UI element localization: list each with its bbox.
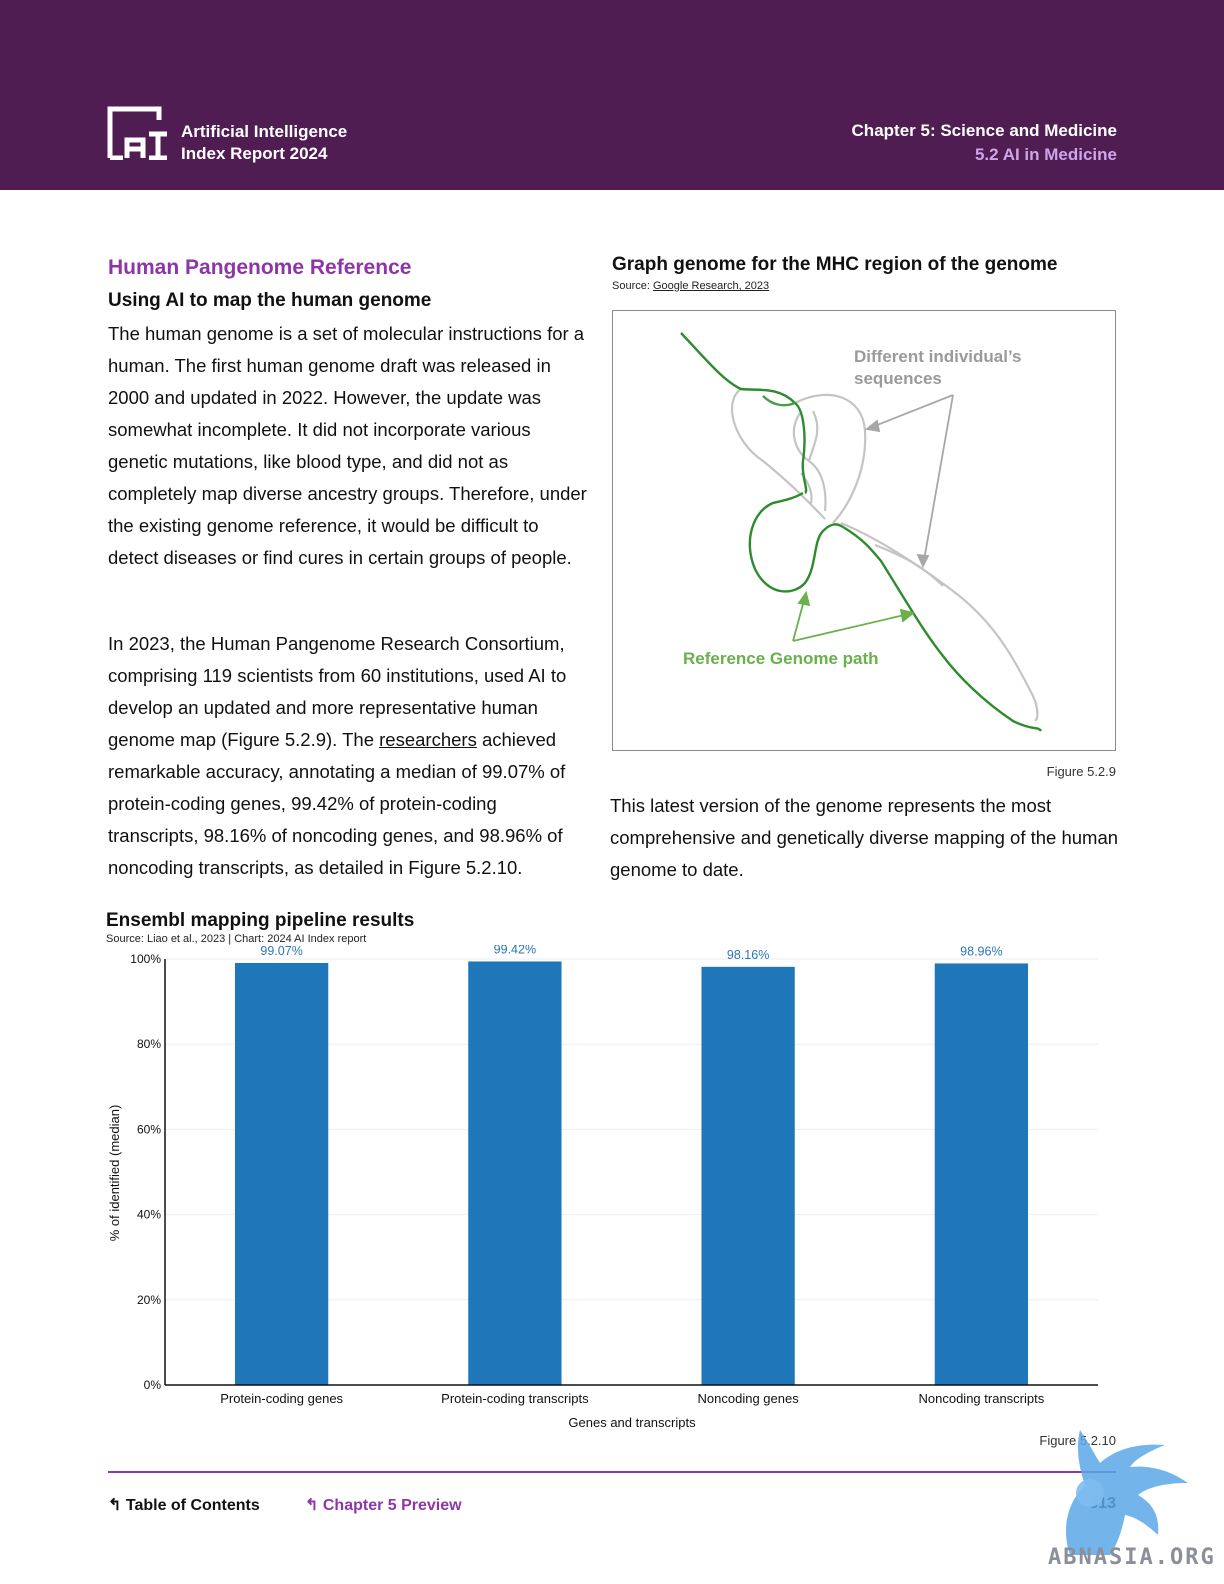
brand-title: Artificial Intelligence Index Report 202…: [181, 121, 347, 165]
reference-arrows: [792, 590, 915, 642]
y-axis-ticks: 0% 20% 40% 60% 80% 100%: [130, 952, 161, 1392]
chapter-preview-link[interactable]: ↰ Chapter 5 Preview: [305, 1495, 462, 1515]
y-tick-label: 40%: [137, 1208, 161, 1222]
figure-caption: Figure 5.2.9: [1046, 764, 1116, 779]
data-label: 98.16%: [727, 948, 769, 962]
ai-index-logo: [107, 106, 167, 160]
footer-divider: [108, 1471, 1116, 1473]
source-link[interactable]: Google Research, 2023: [652, 280, 770, 292]
x-tick-label: Noncoding transcripts: [919, 1391, 1045, 1406]
data-label: 99.07%: [260, 945, 302, 958]
brand-line-2: Index Report 2024: [181, 144, 328, 163]
sequence-arrows: [864, 394, 954, 569]
brand-line-1: Artificial Intelligence: [181, 122, 348, 141]
source-prefix: Source:: [612, 280, 653, 292]
researchers-link[interactable]: researchers: [379, 729, 477, 750]
sequences-label-line-2: sequences: [854, 369, 942, 388]
article-subtitle: Using AI to map the human genome: [108, 290, 432, 311]
watermark-text: ABNASIA.ORG: [1048, 1545, 1216, 1570]
value-labels: 99.07% 99.42% 98.16% 98.96%: [260, 945, 1002, 962]
y-tick-label: 80%: [137, 1037, 161, 1051]
x-tick-label: Protein-coding genes: [220, 1391, 343, 1406]
y-axis-label: % of identified (median): [107, 1105, 122, 1242]
x-tick-label: Protein-coding transcripts: [441, 1391, 589, 1406]
bar: [234, 962, 329, 1385]
paragraph-text: In 2023, the Human Pangenome Research Co…: [108, 633, 567, 750]
bar: [934, 963, 1029, 1385]
y-tick-label: 20%: [137, 1293, 161, 1307]
table-of-contents-link[interactable]: ↰ Table of Contents: [108, 1495, 260, 1515]
preview-label: Chapter 5 Preview: [322, 1497, 462, 1514]
graph-genome-figure: Different individual’s sequences Referen…: [612, 310, 1116, 751]
paragraph-consortium: In 2023, the Human Pangenome Research Co…: [108, 628, 588, 884]
bar: [468, 961, 562, 1385]
sequences-label-line-1: Different individual’s: [854, 347, 1022, 366]
individual-sequence-paths: [731, 388, 1039, 722]
reference-genome-label: Reference Genome path: [683, 649, 879, 668]
data-label: 99.42%: [494, 945, 536, 956]
bar-chart: 0% 20% 40% 60% 80% 100% 99.07% 99.42% 98.16% 98.…: [107, 945, 1098, 1430]
y-tick-label: 0%: [144, 1378, 162, 1392]
report-header: Artificial Intelligence Index Report 202…: [0, 0, 1224, 190]
chapter-title: Chapter 5: Science and Medicine: [851, 121, 1117, 140]
chapter-heading: Chapter 5: Science and Medicine 5.2 AI i…: [852, 119, 1117, 167]
paragraph-intro: The human genome is a set of molecular i…: [108, 323, 587, 568]
y-tick-label: 100%: [130, 952, 161, 966]
x-tick-label: Noncoding genes: [698, 1391, 800, 1406]
watermark-dragon-logo: [1065, 1430, 1188, 1555]
bar: [701, 966, 795, 1385]
data-label: 98.96%: [960, 945, 1002, 958]
return-arrow-icon: ↰: [305, 1497, 319, 1514]
y-tick-label: 60%: [137, 1122, 161, 1136]
bars: [234, 961, 1029, 1385]
section-subtitle: 5.2 AI in Medicine: [974, 145, 1117, 164]
reference-genome-path: [680, 332, 1043, 732]
chart-title: Ensembl mapping pipeline results: [106, 910, 415, 931]
chart-source: Source: Liao et al., 2023 | Chart: 2024 …: [106, 933, 367, 945]
figure-caption: Figure 5.2.10: [1039, 1433, 1116, 1448]
paragraph-text: achieved remarkable accuracy, annotating…: [108, 729, 566, 878]
toc-label: Table of Contents: [125, 1497, 260, 1514]
figure-title: Graph genome for the MHC region of the g…: [612, 254, 1058, 275]
return-arrow-icon: ↰: [108, 1497, 122, 1514]
paragraph-conclusion: This latest version of the genome repres…: [610, 795, 1119, 880]
graph-genome-diagram: Different individual’s sequences Referen…: [680, 332, 1043, 732]
x-axis-ticks: Protein-coding genes Protein-coding trans…: [220, 1391, 1045, 1406]
section-title: Human Pangenome Reference: [108, 256, 412, 279]
figure-source: Source: Google Research, 2023: [612, 280, 769, 292]
x-axis-label: Genes and transcripts: [568, 1415, 696, 1430]
